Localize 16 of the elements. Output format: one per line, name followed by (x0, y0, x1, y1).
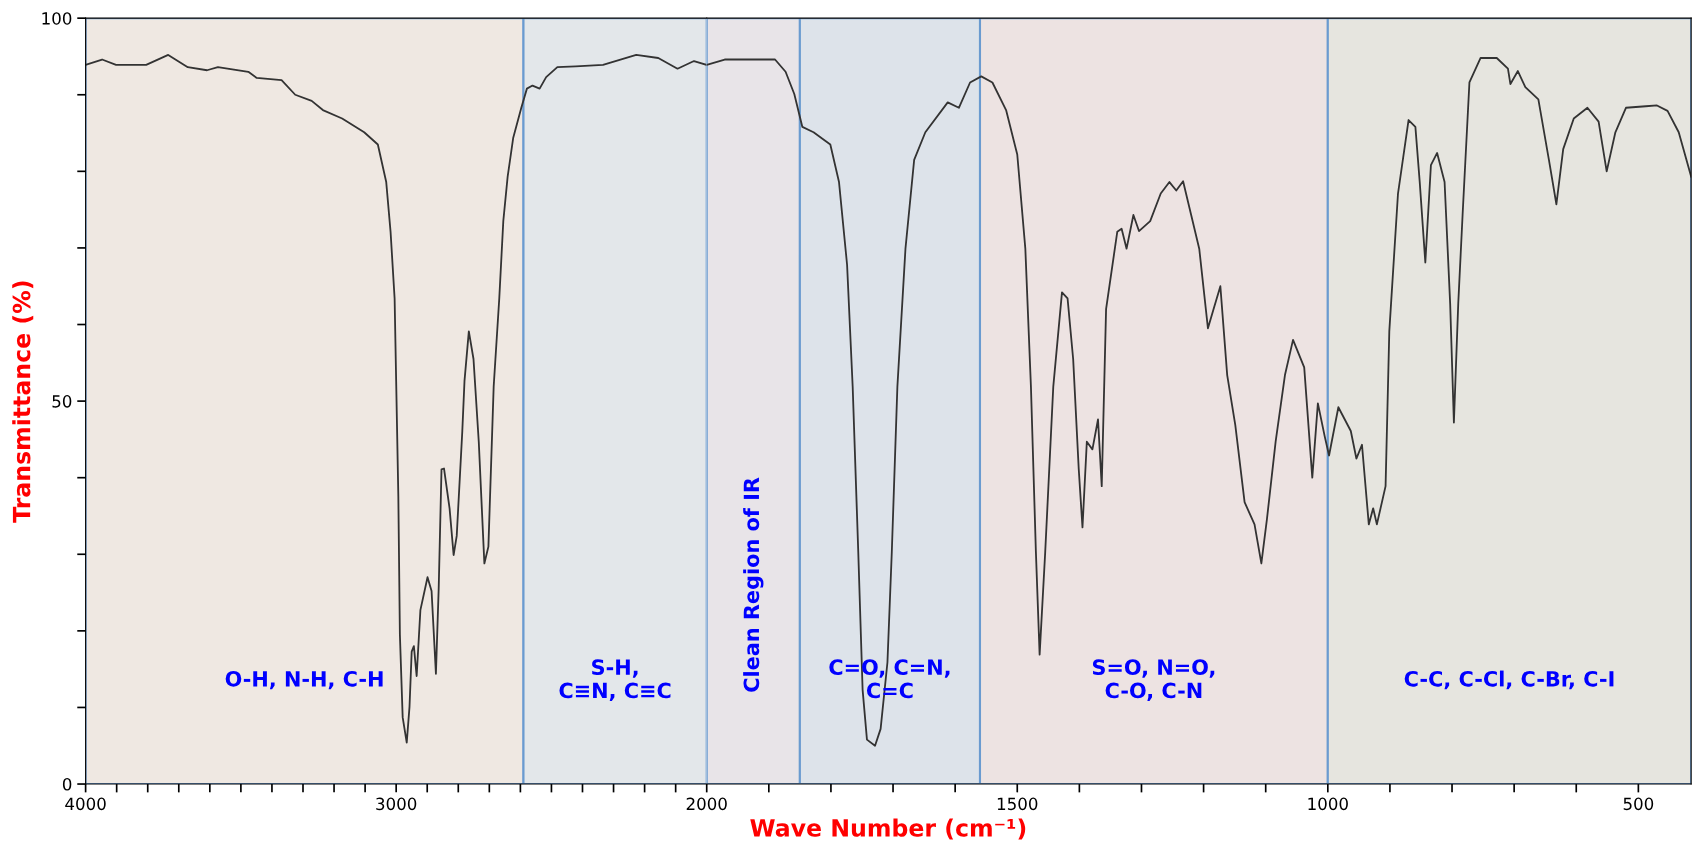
band-label: O-H, N-H, C-H (225, 670, 383, 690)
x-tick-label: 500 (1623, 797, 1654, 811)
y-axis-title: Transmittance (%) (12, 281, 34, 523)
band-label: S=O, N=O, C-O, C-N (1092, 659, 1215, 702)
x-tick-label: 1000 (1308, 797, 1348, 811)
y-tick-label: 0 (62, 778, 72, 791)
x-tick-label: 2000 (686, 797, 727, 811)
band-label: S-H, C≡N, C≡C (559, 659, 671, 702)
x-tick-label: 4000 (65, 797, 106, 811)
band-label: C-C, C-Cl, C-Br, C-I (1404, 670, 1614, 690)
x-axis-title: Wave Number (cm⁻¹) (750, 818, 1026, 840)
x-tick-label: 3000 (376, 797, 417, 811)
x-tick-label: 1500 (997, 797, 1038, 811)
y-tick-label: 100 (42, 12, 72, 25)
band-label: Clean Region of IR (743, 477, 764, 692)
y-tick-label: 50 (52, 395, 72, 408)
